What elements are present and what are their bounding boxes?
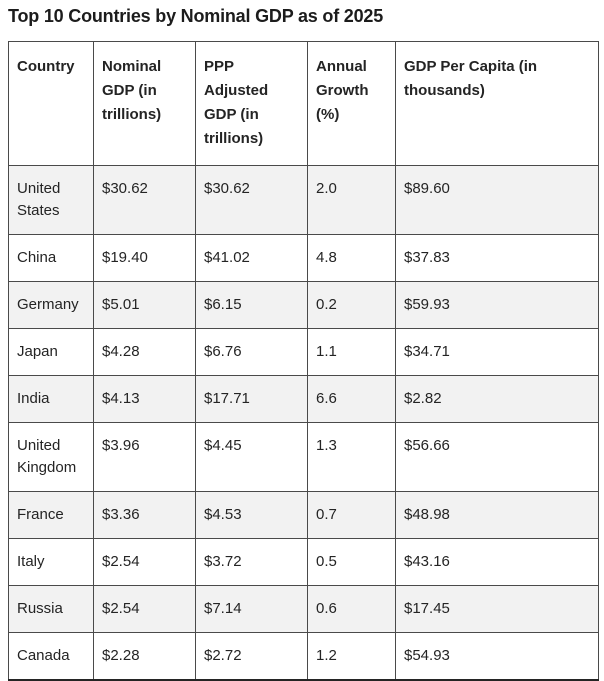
- table-row-russia: Russia $2.54 $7.14 0.6 $17.45: [8, 585, 599, 633]
- table-row-united-kingdom: United Kingdom $3.96 $4.45 1.3 $56.66: [8, 422, 599, 492]
- cell-ppp-gdp: $7.14: [195, 585, 308, 633]
- gdp-table: Country Nominal GDP (in trillions) PPP A…: [8, 41, 599, 681]
- cell-ppp-gdp: $4.45: [195, 422, 308, 492]
- cell-gdp-per-capita: $56.66: [395, 422, 599, 492]
- col-header-gdp-per-capita: GDP Per Capita (in thousands): [395, 41, 599, 166]
- cell-gdp-per-capita: $89.60: [395, 165, 599, 235]
- cell-nominal-gdp: $4.13: [93, 375, 196, 423]
- cell-annual-growth: 0.2: [307, 281, 396, 329]
- cell-ppp-gdp: $6.76: [195, 328, 308, 376]
- cell-ppp-gdp: $30.62: [195, 165, 308, 235]
- table-row-france: France $3.36 $4.53 0.7 $48.98: [8, 491, 599, 539]
- table-row-canada: Canada $2.28 $2.72 1.2 $54.93: [8, 632, 599, 681]
- cell-country: Japan: [8, 328, 94, 376]
- col-header-annual-growth: Annual Growth (%): [307, 41, 396, 166]
- cell-gdp-per-capita: $37.83: [395, 234, 599, 282]
- cell-nominal-gdp: $2.54: [93, 538, 196, 586]
- cell-ppp-gdp: $41.02: [195, 234, 308, 282]
- cell-nominal-gdp: $4.28: [93, 328, 196, 376]
- page-title: Top 10 Countries by Nominal GDP as of 20…: [8, 6, 384, 26]
- cell-nominal-gdp: $2.54: [93, 585, 196, 633]
- cell-annual-growth: 4.8: [307, 234, 396, 282]
- cell-annual-growth: 0.7: [307, 491, 396, 539]
- cell-gdp-per-capita: $2.82: [395, 375, 599, 423]
- cell-nominal-gdp: $3.96: [93, 422, 196, 492]
- cell-country: France: [8, 491, 94, 539]
- cell-nominal-gdp: $3.36: [93, 491, 196, 539]
- cell-ppp-gdp: $3.72: [195, 538, 308, 586]
- col-header-ppp-gdp: PPP Adjusted GDP (in trillions): [195, 41, 308, 166]
- cell-annual-growth: 1.1: [307, 328, 396, 376]
- table-row-united-states: United States $30.62 $30.62 2.0 $89.60: [8, 165, 599, 235]
- cell-gdp-per-capita: $34.71: [395, 328, 599, 376]
- cell-country: India: [8, 375, 94, 423]
- cell-country: Italy: [8, 538, 94, 586]
- cell-nominal-gdp: $30.62: [93, 165, 196, 235]
- cell-gdp-per-capita: $59.93: [395, 281, 599, 329]
- cell-nominal-gdp: $5.01: [93, 281, 196, 329]
- cell-country: Russia: [8, 585, 94, 633]
- table-header-row: Country Nominal GDP (in trillions) PPP A…: [8, 41, 599, 166]
- cell-ppp-gdp: $4.53: [195, 491, 308, 539]
- table-row-italy: Italy $2.54 $3.72 0.5 $43.16: [8, 538, 599, 586]
- table-row-india: India $4.13 $17.71 6.6 $2.82: [8, 375, 599, 423]
- cell-country: United States: [8, 165, 94, 235]
- cell-nominal-gdp: $2.28: [93, 632, 196, 681]
- table-row-japan: Japan $4.28 $6.76 1.1 $34.71: [8, 328, 599, 376]
- cell-ppp-gdp: $6.15: [195, 281, 308, 329]
- cell-gdp-per-capita: $48.98: [395, 491, 599, 539]
- cell-gdp-per-capita: $17.45: [395, 585, 599, 633]
- page: Top 10 Countries by Nominal GDP as of 20…: [8, 6, 599, 681]
- cell-nominal-gdp: $19.40: [93, 234, 196, 282]
- cell-annual-growth: 6.6: [307, 375, 396, 423]
- table-row-china: China $19.40 $41.02 4.8 $37.83: [8, 234, 599, 282]
- col-header-nominal-gdp: Nominal GDP (in trillions): [93, 41, 196, 166]
- cell-annual-growth: 1.2: [307, 632, 396, 681]
- cell-annual-growth: 2.0: [307, 165, 396, 235]
- cell-annual-growth: 0.5: [307, 538, 396, 586]
- cell-country: China: [8, 234, 94, 282]
- cell-gdp-per-capita: $43.16: [395, 538, 599, 586]
- table-row-germany: Germany $5.01 $6.15 0.2 $59.93: [8, 281, 599, 329]
- cell-gdp-per-capita: $54.93: [395, 632, 599, 681]
- cell-country: Canada: [8, 632, 94, 681]
- cell-country: Germany: [8, 281, 94, 329]
- col-header-country: Country: [8, 41, 94, 166]
- cell-ppp-gdp: $2.72: [195, 632, 308, 681]
- cell-country: United Kingdom: [8, 422, 94, 492]
- cell-annual-growth: 0.6: [307, 585, 396, 633]
- cell-annual-growth: 1.3: [307, 422, 396, 492]
- cell-ppp-gdp: $17.71: [195, 375, 308, 423]
